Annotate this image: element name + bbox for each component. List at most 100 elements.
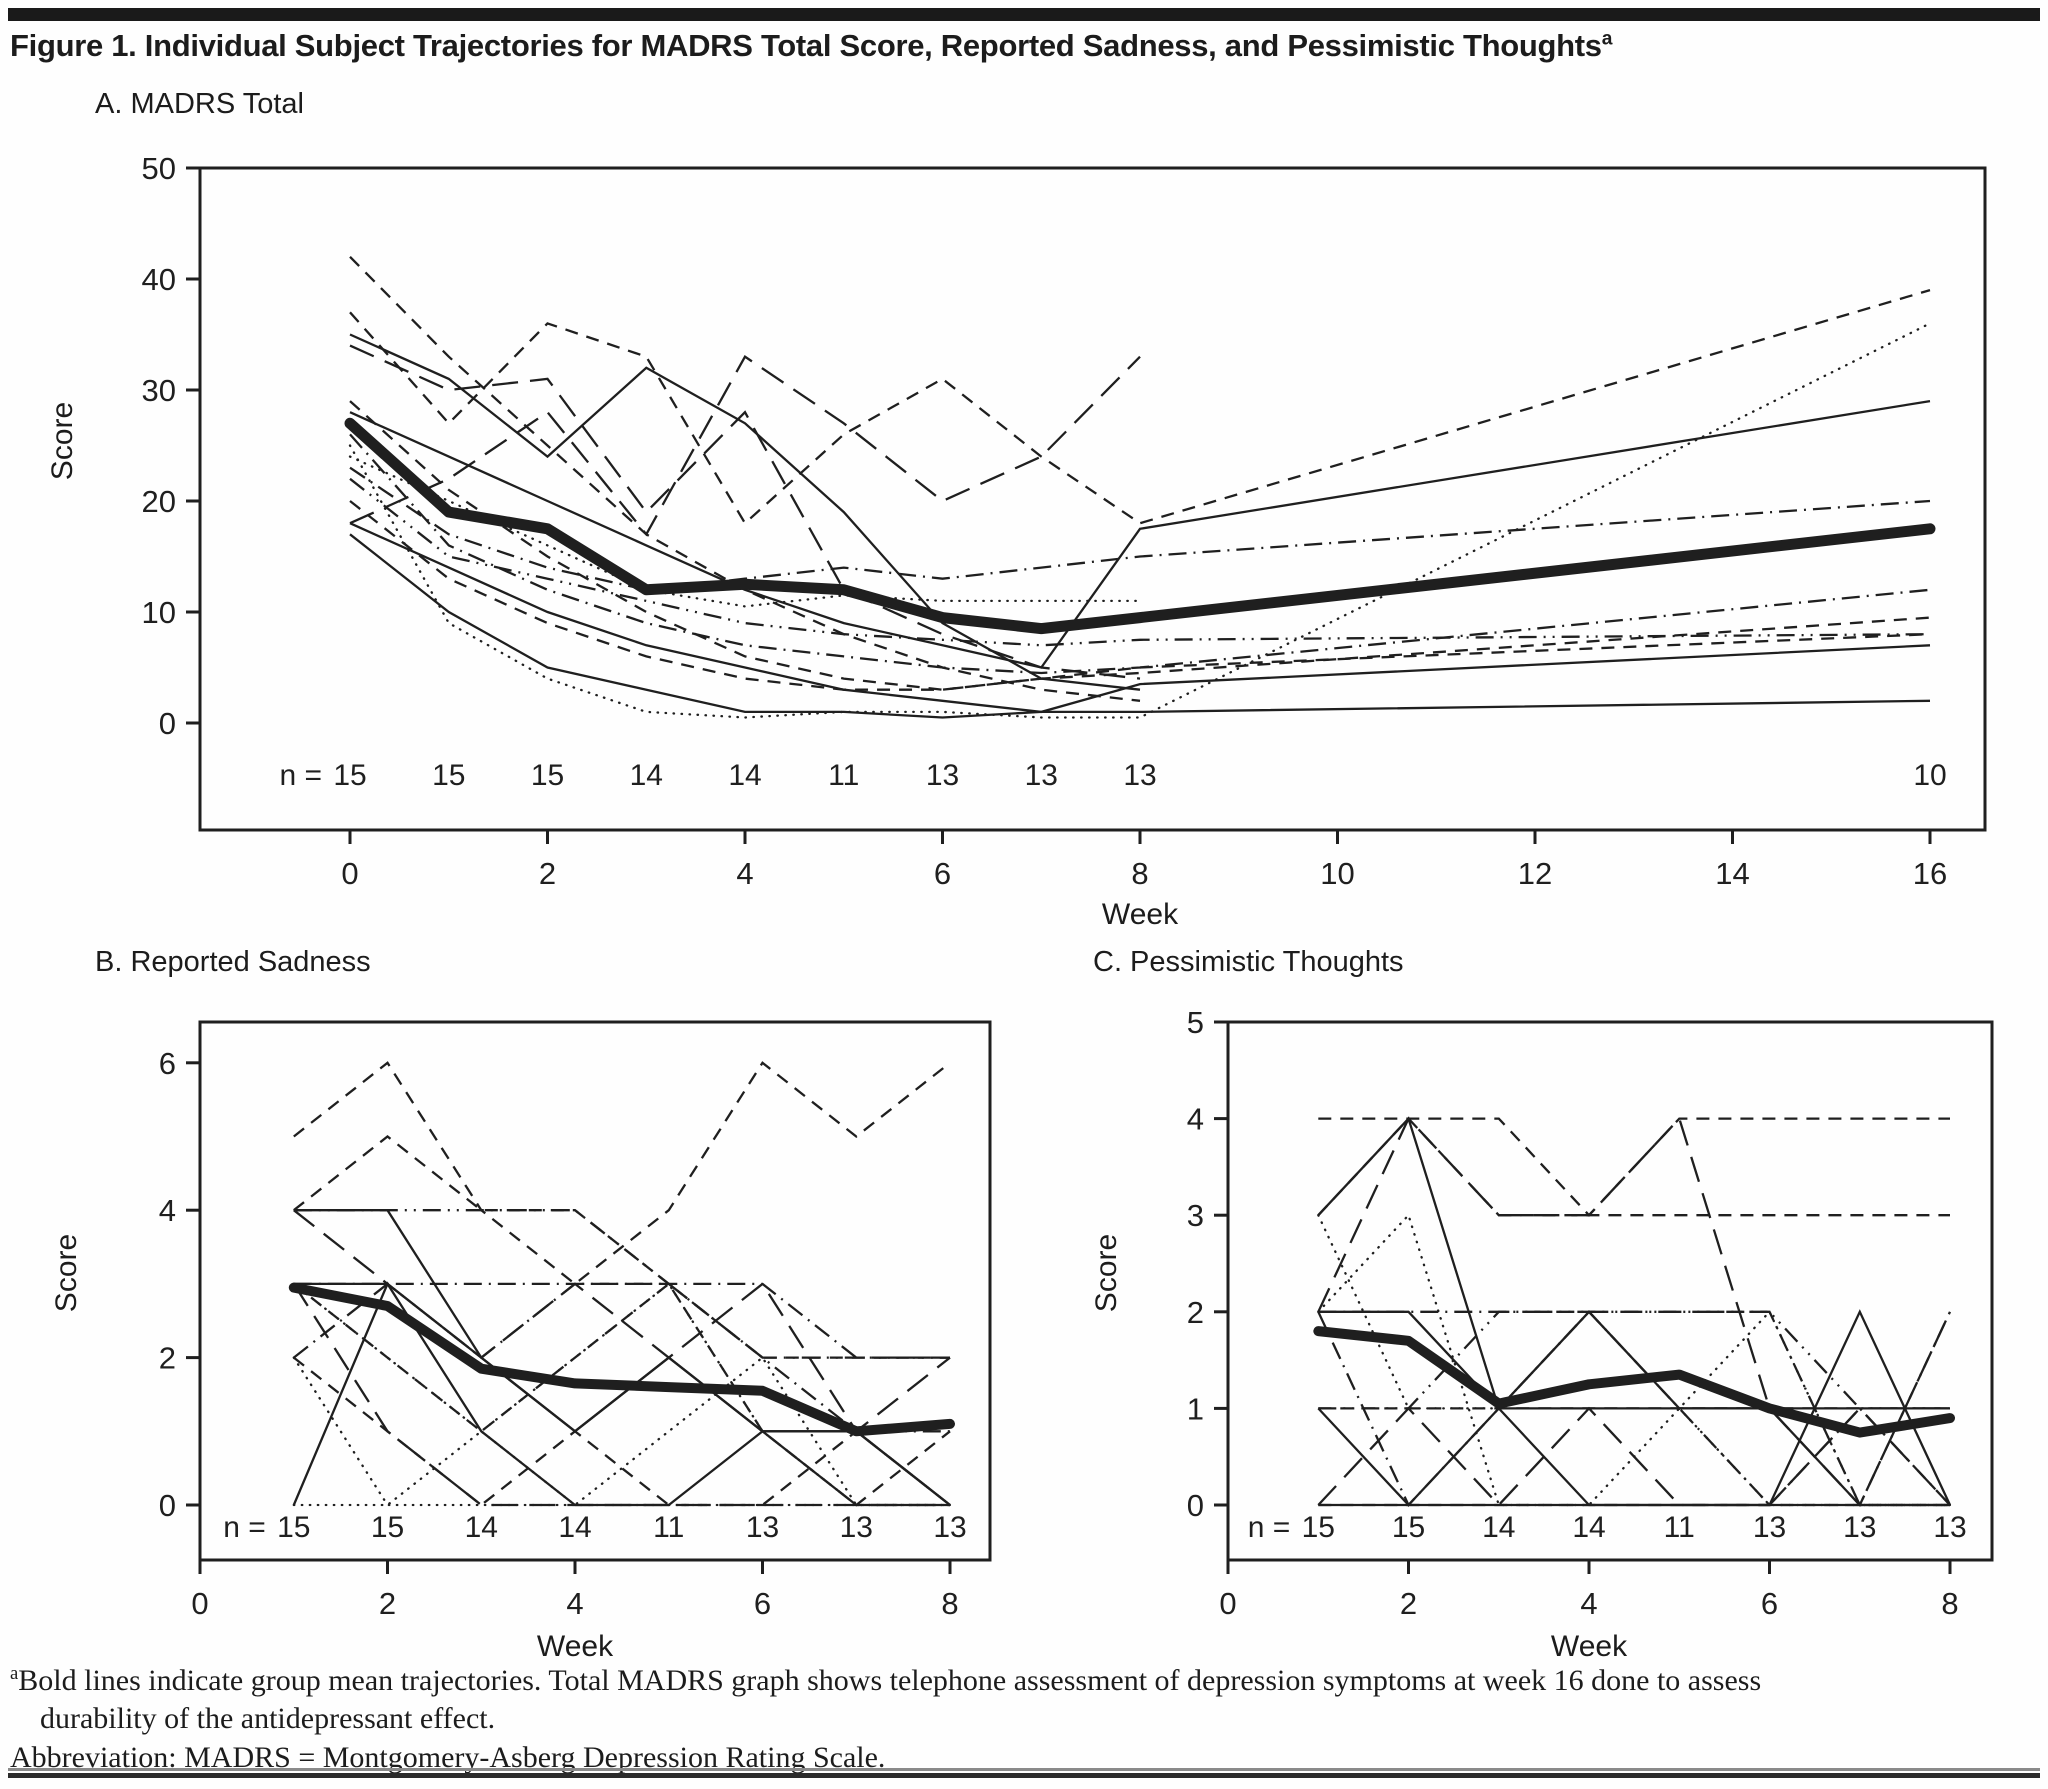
subject-trajectory-line xyxy=(293,1061,951,1286)
x-tick-label: 6 xyxy=(754,1586,771,1621)
subject-trajectory-line xyxy=(349,288,1931,525)
panel-c-title: C. Pessimistic Thoughts xyxy=(1093,946,1404,978)
subject-trajectory-line xyxy=(292,1282,952,1507)
panel-b-y-axis-label: Score xyxy=(50,1233,83,1313)
x-tick-label: 2 xyxy=(539,856,556,891)
n-count-label: 15 xyxy=(432,759,465,792)
panel-c-plot: 0 1 2 3 4 5 0 2 4 6 8 n = 15 15 14 14 11 13 13 13 xyxy=(1187,1005,1994,1621)
panel-a-title: A. MADRS Total xyxy=(95,88,304,120)
subject-trajectory-line xyxy=(1317,1407,1950,1507)
top-rule xyxy=(8,8,2040,21)
n-count-label: 11 xyxy=(653,1511,684,1544)
footnote-marker: a xyxy=(10,1663,19,1684)
y-tick-label: 20 xyxy=(142,484,176,519)
footnote-line-1: aBold lines indicate group mean trajecto… xyxy=(10,1662,2020,1700)
footnote-text-2: durability of the antidepressant effect. xyxy=(40,1702,496,1736)
y-tick-label: 0 xyxy=(159,1488,176,1523)
x-tick-label: 0 xyxy=(341,856,358,891)
subject-trajectory-line xyxy=(292,1356,952,1507)
subject-trajectory-line xyxy=(1318,1310,1950,1410)
group-mean-trajectory-line xyxy=(1313,1326,1955,1438)
subject-trajectory-line xyxy=(293,1209,951,1433)
x-tick-label: 4 xyxy=(736,856,753,891)
n-count-label: 15 xyxy=(531,759,564,792)
n-count-label: 15 xyxy=(371,1511,404,1544)
n-equals-label: n = xyxy=(223,1511,266,1544)
x-tick-label: 14 xyxy=(1715,856,1749,891)
subject-trajectory-line xyxy=(293,1209,950,1359)
panel-b-plot: 0 2 4 6 0 2 4 6 8 n = 15 15 14 14 11 13 13 13 xyxy=(159,1020,992,1621)
n-count-label: 14 xyxy=(630,759,663,792)
group-mean-trajectory-line xyxy=(288,1282,955,1437)
n-count-label: 15 xyxy=(277,1511,310,1544)
x-tick-label: 0 xyxy=(1219,1586,1236,1621)
subject-trajectory-line xyxy=(293,1282,950,1433)
y-tick-label: 3 xyxy=(1187,1198,1204,1233)
panel-a-plot: 0 10 20 30 40 50 0 2 4 6 8 10 12 14 16 n = 15 15 15 14 14 11 1… xyxy=(142,151,1987,891)
bottom-rule-light xyxy=(8,1768,2040,1771)
subject-trajectory-line xyxy=(1318,1309,1952,1507)
n-count-label: 14 xyxy=(1572,1511,1605,1544)
x-tick-label: 0 xyxy=(191,1586,208,1621)
n-count-label: 13 xyxy=(1025,759,1058,792)
figure-title: Figure 1. Individual Subject Trajectorie… xyxy=(10,28,1612,64)
y-tick-label: 5 xyxy=(1187,1005,1204,1040)
y-tick-label: 0 xyxy=(1187,1488,1204,1523)
n-count-label: 13 xyxy=(1933,1511,1966,1544)
abbreviation-line: Abbreviation: MADRS = Montgomery-Asberg … xyxy=(10,1740,886,1774)
x-tick-label: 16 xyxy=(1913,856,1947,891)
subject-trajectory-line xyxy=(1317,1116,1952,1508)
y-tick-label: 6 xyxy=(159,1046,176,1081)
footnote-text-1: Bold lines indicate group mean trajector… xyxy=(18,1664,1762,1697)
n-count-label: 14 xyxy=(465,1511,498,1544)
subject-trajectory-line xyxy=(348,322,1932,719)
group-mean-trajectory-line xyxy=(344,417,1936,635)
x-tick-label: 4 xyxy=(1580,1586,1597,1621)
n-count-label: 14 xyxy=(558,1511,591,1544)
n-count-label: 13 xyxy=(1123,759,1156,792)
subject-trajectory-line xyxy=(1317,1116,1950,1507)
y-tick-label: 10 xyxy=(142,595,176,630)
n-count-label: 10 xyxy=(1913,759,1946,792)
subject-trajectory-line xyxy=(293,1135,950,1359)
y-tick-label: 1 xyxy=(1187,1391,1204,1426)
subject-trajectory-line xyxy=(349,255,1141,702)
subject-trajectory-line xyxy=(349,522,1931,714)
n-count-label: 15 xyxy=(1392,1511,1425,1544)
n-count-label: 14 xyxy=(1482,1511,1515,1544)
y-tick-label: 4 xyxy=(1187,1102,1204,1137)
subject-trajectory-line xyxy=(349,433,1931,675)
y-tick-label: 2 xyxy=(159,1341,176,1376)
x-tick-label: 8 xyxy=(1131,856,1148,891)
x-tick-label: 8 xyxy=(1941,1586,1958,1621)
subject-trajectory-line xyxy=(349,466,1931,591)
bottom-rule-dark xyxy=(8,1773,2040,1778)
y-tick-label: 0 xyxy=(159,706,176,741)
figure-title-superscript: a xyxy=(1601,28,1613,50)
subject-trajectory-line xyxy=(1317,1214,1952,1507)
n-count-label: 13 xyxy=(840,1511,873,1544)
y-tick-label: 50 xyxy=(142,151,176,186)
plot-frame xyxy=(198,166,1987,832)
subject-trajectory-line xyxy=(293,1282,951,1506)
panel-a-y-axis-label: Score xyxy=(46,401,79,481)
y-tick-label: 2 xyxy=(1187,1295,1204,1330)
n-count-label: 13 xyxy=(926,759,959,792)
subject-trajectory-line xyxy=(349,400,1931,691)
x-tick-label: 8 xyxy=(941,1586,958,1621)
subject-trajectory-line xyxy=(349,500,1931,691)
x-tick-label: 2 xyxy=(1400,1586,1417,1621)
y-tick-label: 4 xyxy=(159,1193,176,1228)
subject-trajectory-line xyxy=(349,477,1931,647)
n-count-label: 14 xyxy=(728,759,761,792)
n-equals-label: n = xyxy=(279,759,322,792)
panel-a-x-axis-label: Week xyxy=(1101,898,1179,931)
n-count-label: 15 xyxy=(333,759,366,792)
n-equals-label: n = xyxy=(1248,1511,1291,1544)
subject-trajectory-line xyxy=(293,1356,951,1507)
n-count-label: 13 xyxy=(1753,1511,1786,1544)
n-count-label: 13 xyxy=(1843,1511,1876,1544)
n-count-label: 11 xyxy=(1664,1511,1695,1544)
figure-title-text: Figure 1. Individual Subject Trajectorie… xyxy=(10,28,1602,63)
x-tick-label: 12 xyxy=(1518,856,1552,891)
